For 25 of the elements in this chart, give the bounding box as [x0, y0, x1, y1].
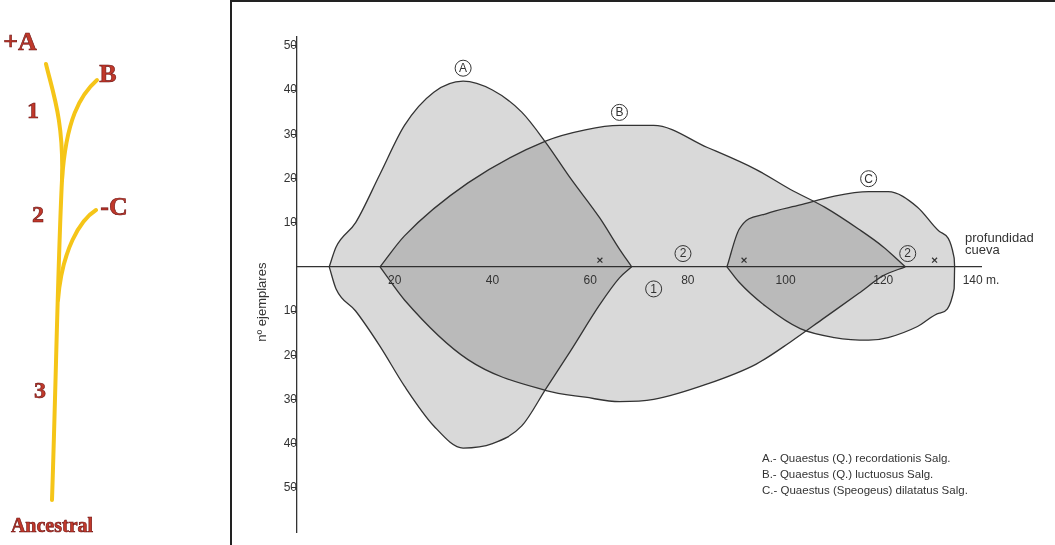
x-tick-label: 40	[485, 273, 500, 288]
y-tick-label: 50	[283, 38, 298, 53]
annotation: B.- Quaestus (Q.) luctuosus Salg.	[762, 467, 935, 482]
series-label: B	[615, 105, 624, 120]
x-tick-label: 100	[775, 273, 796, 288]
y-tick-label: 40	[283, 435, 298, 450]
y-axis-title: nº ejemplares	[253, 262, 269, 342]
y-tick-label: 50	[283, 480, 298, 495]
x-tick-label: 20	[388, 273, 402, 288]
annotation: C.- Quaestus (Speogeus) dilatatus Salg.	[762, 483, 968, 498]
x-axis-title: profundidad cueva	[965, 230, 1034, 258]
y-tick-label: 30	[283, 391, 298, 406]
y-tick-label: 40	[283, 82, 298, 97]
x-tick-label: 80	[681, 273, 695, 288]
annotation: 2	[904, 246, 912, 261]
y-tick-label: 30	[283, 126, 298, 141]
x-tick-label: 120	[873, 273, 894, 288]
series-label: A	[459, 61, 468, 76]
series-label: C	[864, 171, 874, 186]
annotation: 1	[650, 281, 658, 296]
annotation: A.- Quaestus (Q.) recordationis Salg.	[762, 451, 952, 466]
x-tick-label: 140 m.	[962, 273, 1000, 288]
annotation: 2	[679, 246, 687, 261]
phylogenetic-tree: +A B 1 2 -C 3 Ancestral	[0, 0, 230, 545]
x-tick-label: 60	[583, 273, 598, 288]
